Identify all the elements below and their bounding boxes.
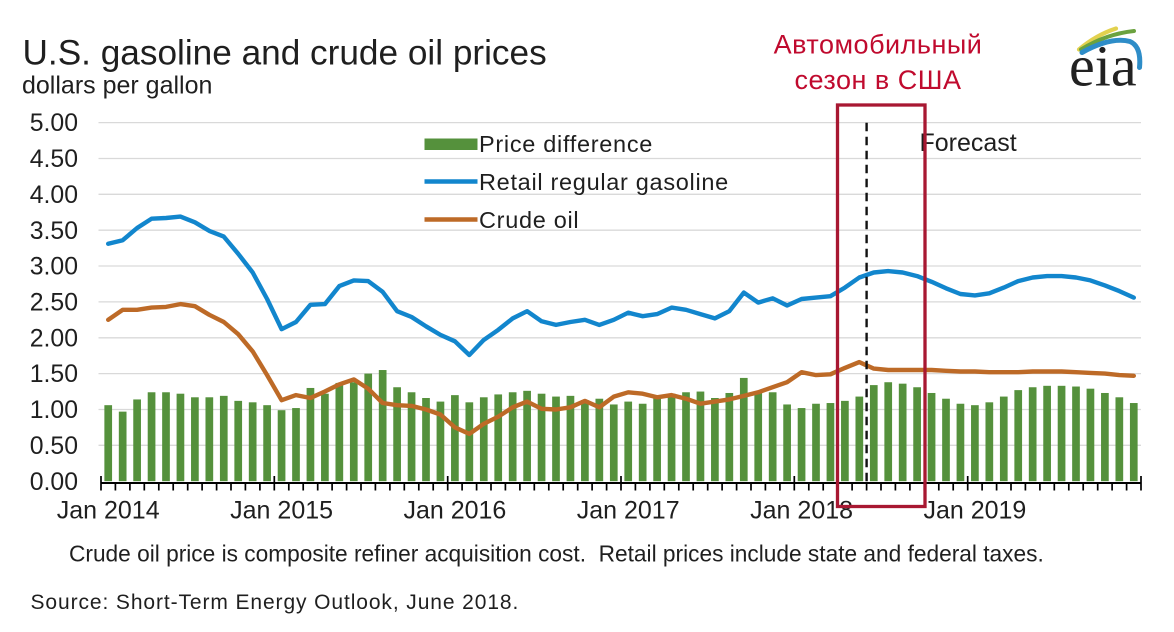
svg-text:eia: eia [1069,34,1137,99]
svg-text:Jan 2019: Jan 2019 [923,497,1026,525]
svg-text:3.50: 3.50 [30,218,78,245]
svg-text:Price difference: Price difference [479,131,653,157]
svg-text:5.00: 5.00 [30,110,78,137]
svg-text:4.50: 4.50 [30,146,78,173]
svg-text:2.50: 2.50 [30,290,78,317]
svg-text:U.S. gasoline and crude oil pr: U.S. gasoline and crude oil prices [23,34,547,73]
svg-text:2.00: 2.00 [30,325,78,352]
svg-text:сезон в США: сезон в США [794,65,961,95]
svg-text:0.50: 0.50 [30,433,78,460]
svg-text:Retail regular gasoline: Retail regular gasoline [479,169,729,195]
svg-text:Forecast: Forecast [920,129,1017,157]
svg-text:Source: Short-Term Energy Outl: Source: Short-Term Energy Outlook, June … [31,591,520,614]
svg-text:Crude oil: Crude oil [479,207,579,233]
svg-text:dollars per gallon: dollars per gallon [22,72,212,100]
svg-text:Jan 2015: Jan 2015 [230,497,333,525]
svg-text:Jan 2014: Jan 2014 [57,497,160,525]
svg-text:Crude oil price is composite r: Crude oil price is composite refiner acq… [69,541,1044,567]
svg-text:1.00: 1.00 [30,397,78,424]
svg-text:Jan 2017: Jan 2017 [577,497,680,525]
svg-text:1.50: 1.50 [30,361,78,388]
svg-text:0.00: 0.00 [30,469,78,496]
svg-text:3.00: 3.00 [30,254,78,281]
svg-text:4.00: 4.00 [30,182,78,209]
svg-text:Автомобильный: Автомобильный [774,30,983,60]
svg-text:Jan 2016: Jan 2016 [403,497,506,525]
